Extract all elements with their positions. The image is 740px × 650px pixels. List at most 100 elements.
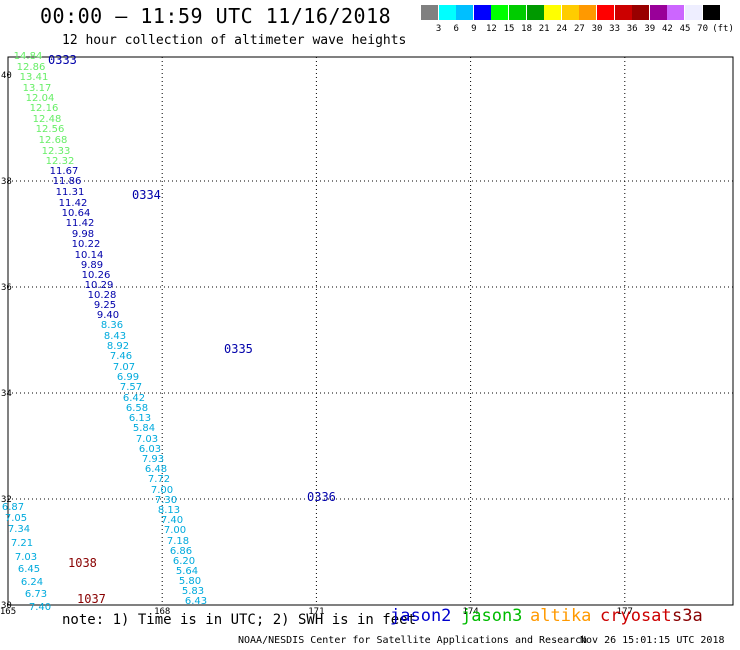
color-scale-label: 3 [435,24,442,34]
color-swatch [579,5,597,20]
color-swatch [509,5,526,20]
wave-height-value: 9.98 [72,229,94,240]
color-scale-label: 21 [538,24,550,34]
legend-jason2: jason2 [390,606,452,626]
map-subtitle: 12 hour collection of altimeter wave hei… [62,33,407,48]
wave-height-value: 11.86 [53,176,82,187]
latitude-label: 36 [1,283,12,293]
color-scale-label: 30 [591,24,603,34]
longitude-label: 165 [0,607,16,617]
wave-height-value: 6.24 [21,577,43,588]
wave-height-value: 6.13 [129,413,151,424]
wave-height-value: 7.46 [110,351,132,362]
satellite-tracks: 14.8412.8613.4113.1712.0412.1612.4812.56… [2,51,207,613]
wave-height-value: 8.36 [101,320,123,331]
color-swatch [649,5,667,20]
legend-s3a: s3a [672,606,703,626]
wave-height-value: 13.41 [20,72,49,83]
wave-height-value: 5.80 [179,576,201,587]
color-swatch [667,5,685,20]
wave-height-value: 6.03 [139,444,161,455]
wave-height-value: 7.05 [5,513,27,524]
wave-height-value: 7.00 [164,525,186,536]
wave-height-value: 7.21 [11,538,33,549]
pass-time-label: 0333 [48,53,77,67]
legend-altika: altika [530,606,592,626]
wave-height-value: 12.48 [33,114,62,125]
credit-line: NOAA/NESDIS Center for Satellite Applica… [238,635,588,646]
color-swatch [456,5,474,20]
graticule [8,57,733,605]
wave-height-value: 7.57 [120,382,142,393]
color-scale-label: 36 [626,24,638,34]
wave-height-value: 5.64 [176,566,198,577]
wave-height-value: 10.28 [88,290,117,301]
wave-height-value: 12.56 [36,124,65,135]
wave-height-value: 7.07 [113,362,135,373]
pass-time-label: 0334 [132,188,161,202]
wave-height-value: 7.03 [15,552,37,563]
wave-height-value: 6.45 [18,564,40,575]
pass-time-label: 0336 [307,490,336,504]
wave-height-value: 5.83 [182,586,204,597]
wave-height-value: 14.84 [14,51,43,62]
longitude-label: 168 [154,607,170,617]
wave-height-value: 9.89 [81,260,103,271]
map-frame [7,56,734,606]
wave-height-value: 13.17 [23,83,52,94]
color-swatch [614,5,632,20]
wave-height-value: 7.34 [8,524,30,535]
wave-height-value: 6.87 [2,502,24,513]
wave-height-value: 7.30 [155,495,177,506]
wave-height-value: 8.92 [107,341,129,352]
color-swatch [702,5,720,20]
wave-height-value: 7.40 [29,602,51,613]
wave-height-value: 7.00 [151,485,173,496]
color-scale-label: 39 [644,24,656,34]
color-swatch [544,5,562,20]
wave-height-value: 6.58 [126,403,148,414]
color-swatch [473,5,491,20]
wave-height-value: 12.68 [39,135,68,146]
longitude-label: 171 [308,607,324,617]
color-scale-label: 24 [556,24,568,34]
color-scale-label: 18 [521,24,533,34]
wave-height-value: 10.64 [62,208,91,219]
wave-height-value: 6.20 [173,556,195,567]
longitude-label: 174 [462,607,478,617]
pass-time-label: 0335 [224,342,253,356]
color-swatch [491,5,509,20]
latitude-label: 34 [1,389,12,399]
wave-height-value: 8.43 [104,331,126,342]
wave-height-value: 8.13 [158,505,180,516]
generation-timestamp: Nov 26 15:01:15 UTC 2018 [580,635,725,646]
wave-height-value: 7.93 [142,454,164,465]
wave-height-value: 11.31 [56,187,85,198]
latitude-label: 38 [1,177,12,187]
latitude-label: 30 [1,601,12,611]
color-swatch [438,5,456,20]
pass-time-label: 1037 [77,592,106,606]
color-scale-unit: (ft) [712,24,734,34]
color-swatch [632,5,650,20]
color-swatch [421,5,438,20]
wave-height-value: 5.84 [133,423,155,434]
wave-height-value: 12.32 [46,156,75,167]
color-scale-label: 9 [471,24,477,34]
color-scale-label: 45 [679,24,691,34]
longitude-label: 177 [617,607,633,617]
wave-height-value: 7.18 [167,536,189,547]
color-swatch [685,5,702,20]
footnote: note: 1) Time is in UTC; 2) SWH is in fe… [62,612,417,628]
wave-height-value: 12.16 [30,103,59,114]
wave-height-value: 6.99 [117,372,139,383]
color-scale-label: 33 [609,24,621,34]
wave-height-value: 12.86 [17,62,46,73]
wave-height-value: 7.72 [148,474,170,485]
wave-height-value: 11.42 [66,218,95,229]
color-swatch [561,5,579,20]
wave-height-value: 10.26 [82,270,111,281]
map-title: 00:00 – 11:59 UTC 11/16/2018 [40,4,392,28]
color-scale-label: 12 [485,24,497,34]
